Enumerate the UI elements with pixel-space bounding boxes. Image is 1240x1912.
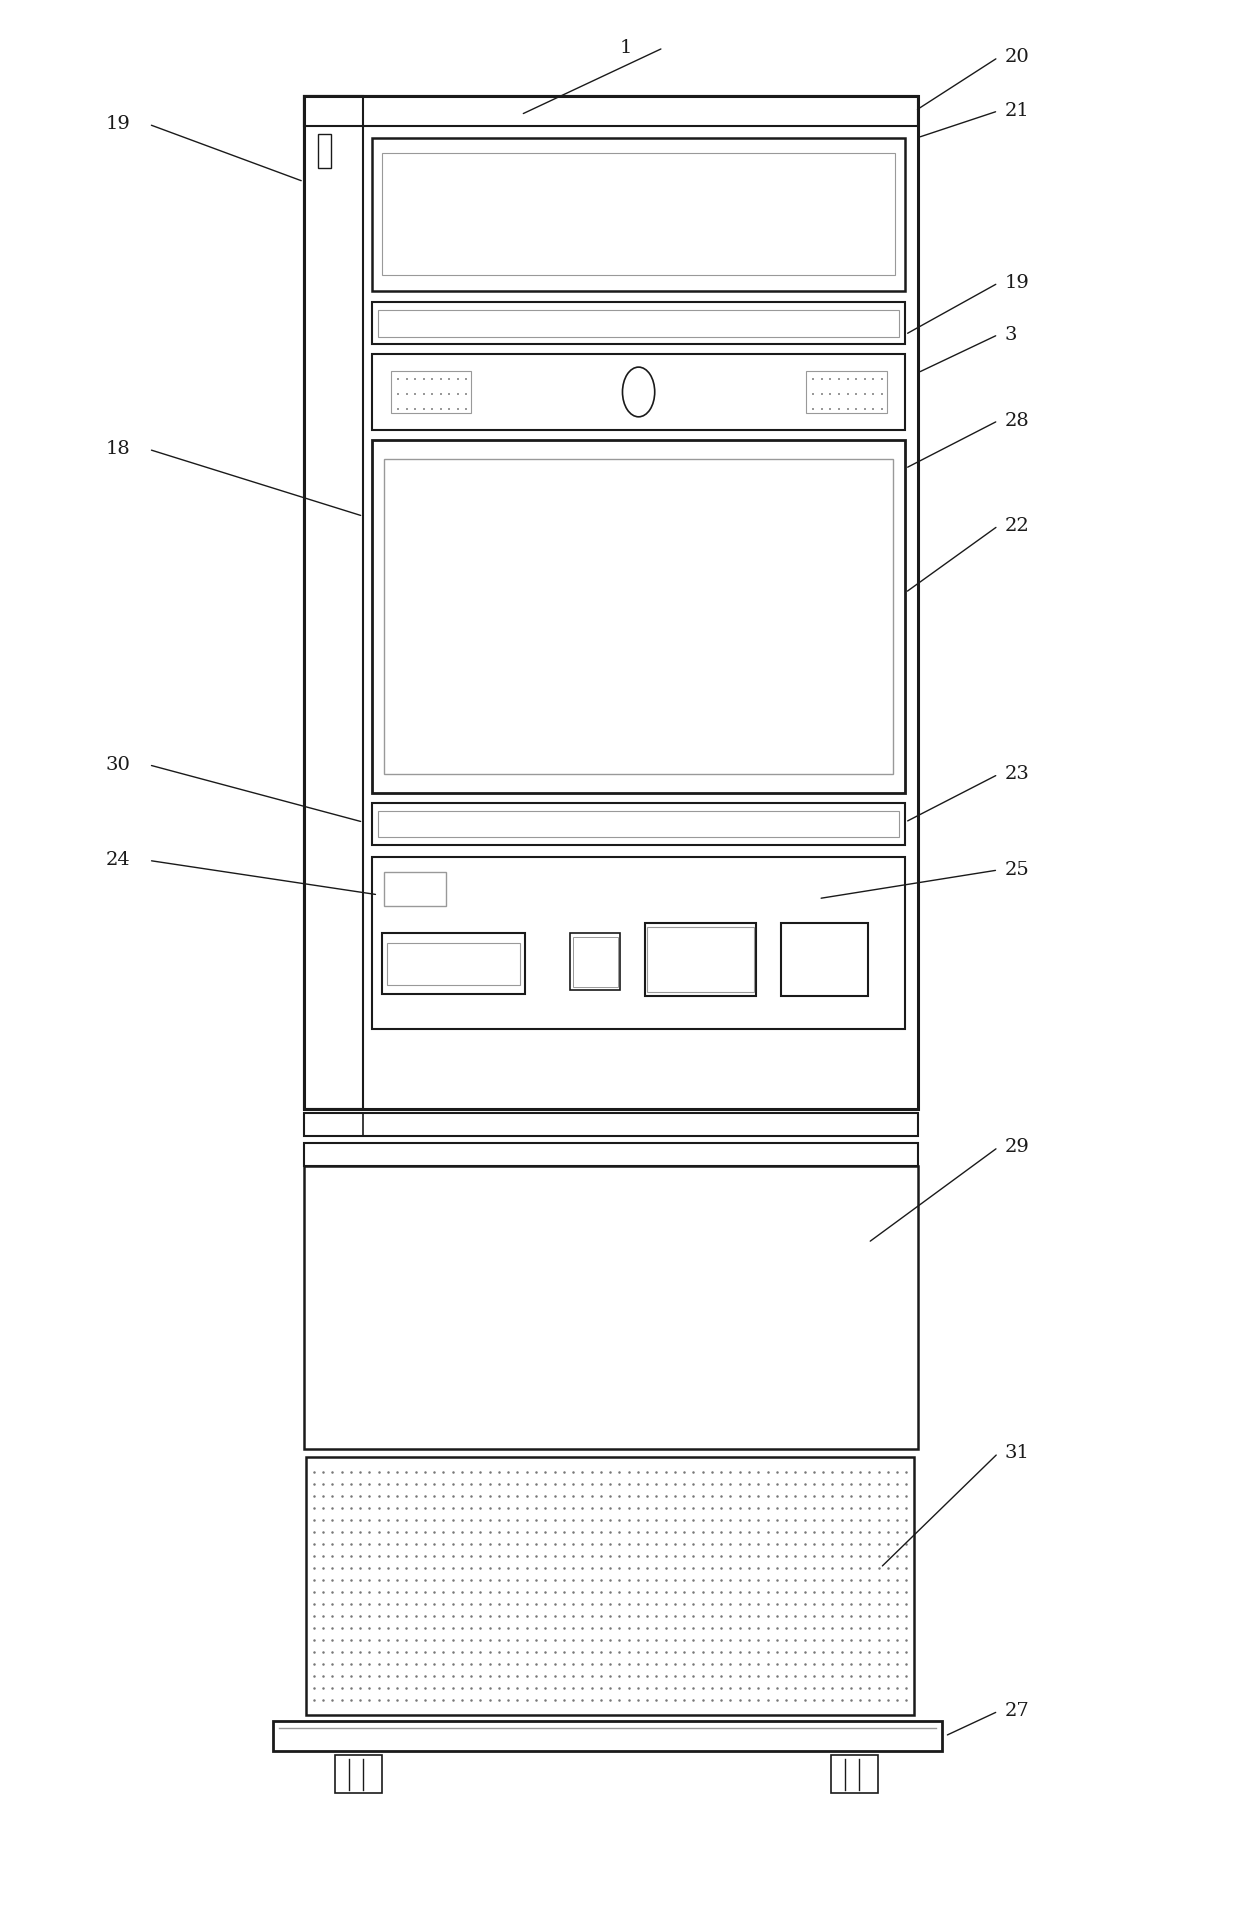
Text: 24: 24	[105, 851, 130, 870]
Bar	[391, 371, 471, 413]
Text: 1: 1	[620, 38, 632, 57]
Bar	[304, 96, 918, 1109]
Bar	[372, 803, 905, 845]
Text: 20: 20	[1004, 48, 1029, 67]
Text: 18: 18	[105, 440, 130, 459]
Text: 21: 21	[1004, 101, 1029, 120]
Bar	[306, 1457, 914, 1715]
Text: 23: 23	[1004, 765, 1029, 784]
Text: 27: 27	[1004, 1702, 1029, 1721]
Bar	[335, 1755, 382, 1793]
Bar	[304, 96, 918, 126]
Bar	[645, 923, 756, 996]
Bar	[319, 134, 331, 168]
Bar	[372, 440, 905, 793]
Bar	[570, 933, 620, 990]
Bar	[372, 354, 905, 430]
Text: 25: 25	[1004, 860, 1029, 880]
Bar	[304, 96, 363, 1109]
Bar	[372, 857, 905, 1029]
Bar	[384, 872, 446, 906]
Text: 30: 30	[105, 755, 130, 774]
Bar	[387, 943, 520, 985]
Text: 22: 22	[1004, 516, 1029, 535]
Text: 31: 31	[1004, 1444, 1029, 1463]
Text: 28: 28	[1004, 411, 1029, 430]
Bar	[647, 927, 754, 992]
Bar	[781, 923, 868, 996]
Bar	[304, 1113, 918, 1136]
Bar	[378, 811, 899, 837]
Bar	[806, 371, 887, 413]
Bar	[384, 459, 893, 774]
Bar	[372, 138, 905, 291]
Bar	[831, 1755, 878, 1793]
Bar	[304, 1166, 918, 1449]
Bar	[382, 933, 525, 994]
Text: 19: 19	[1004, 273, 1029, 293]
Bar	[378, 310, 899, 337]
Bar	[573, 937, 618, 987]
Bar	[273, 1721, 942, 1751]
Text: 29: 29	[1004, 1138, 1029, 1157]
Text: 3: 3	[1004, 325, 1017, 344]
Text: 19: 19	[105, 115, 130, 134]
Bar	[304, 1143, 918, 1166]
Bar	[372, 302, 905, 344]
Bar	[382, 153, 895, 275]
